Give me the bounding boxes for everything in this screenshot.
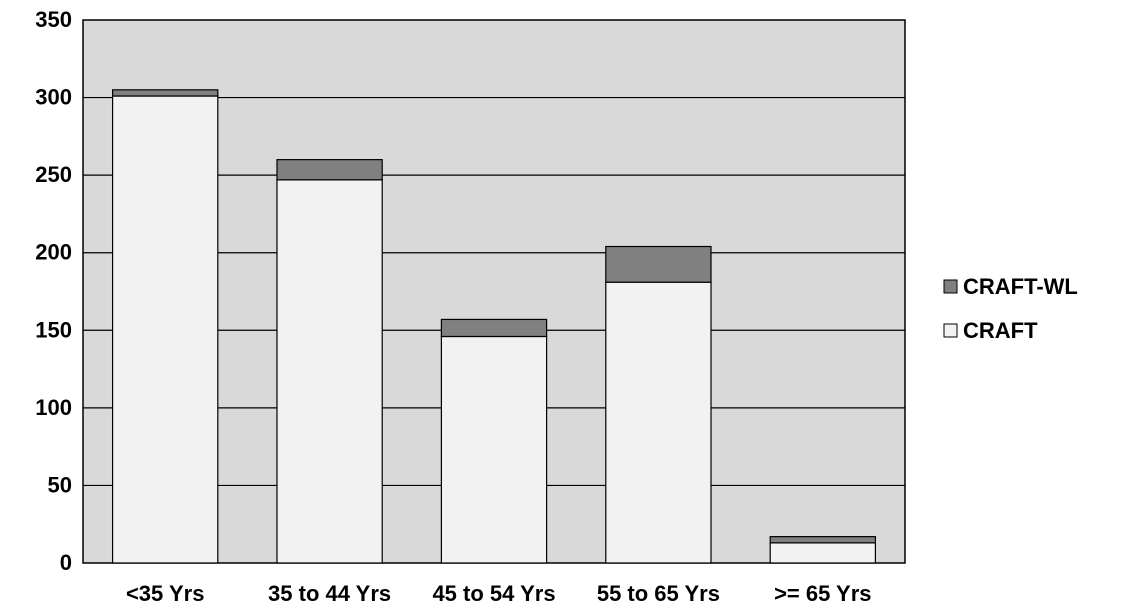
x-tick-label: <35 Yrs: [126, 581, 205, 606]
x-tick-label: 55 to 65 Yrs: [597, 581, 720, 606]
bar-craft-wl: [276, 159, 383, 181]
x-tick-label: 45 to 54 Yrs: [432, 581, 555, 606]
y-tick-label: 350: [35, 7, 72, 32]
bar-craft: [276, 179, 383, 564]
bar-craft: [605, 281, 712, 564]
y-tick-label: 150: [35, 317, 72, 342]
bar-craft: [111, 95, 219, 564]
bar-craft-wl: [769, 536, 877, 544]
legend-item-craft: CRAFT: [943, 318, 1038, 343]
legend-label-craft: CRAFT: [963, 318, 1038, 343]
x-tick-label: 35 to 44 Yrs: [268, 581, 391, 606]
bar-craft-wl: [440, 318, 548, 338]
x-tick-label: >= 65 Yrs: [774, 581, 871, 606]
y-tick-label: 50: [48, 472, 72, 497]
legend-label-craft-wl: CRAFT-WL: [963, 274, 1078, 299]
bar-craft-wl: [605, 245, 712, 283]
bar-craft: [440, 335, 548, 564]
bars: [111, 89, 877, 564]
legend-swatch-craft: [943, 323, 958, 338]
legend-swatch-craft-wl: [943, 279, 958, 294]
x-axis-tick-labels: <35 Yrs 35 to 44 Yrs 45 to 54 Yrs 55 to 65 …: [126, 581, 872, 606]
bar-craft-wl: [111, 89, 219, 97]
gridlines: [83, 96, 905, 487]
bar-craft: [769, 542, 877, 564]
y-tick-label: 100: [35, 395, 72, 420]
y-tick-label: 0: [60, 550, 72, 575]
y-tick-label: 250: [35, 162, 72, 187]
y-tick-label: 200: [35, 240, 72, 265]
legend: CRAFT-WL CRAFT: [943, 274, 1078, 343]
y-axis-tick-labels: 0 50 100 150 200 250 300 350: [35, 7, 72, 575]
y-tick-label: 300: [35, 85, 72, 110]
legend-item-craft-wl: CRAFT-WL: [943, 274, 1078, 299]
